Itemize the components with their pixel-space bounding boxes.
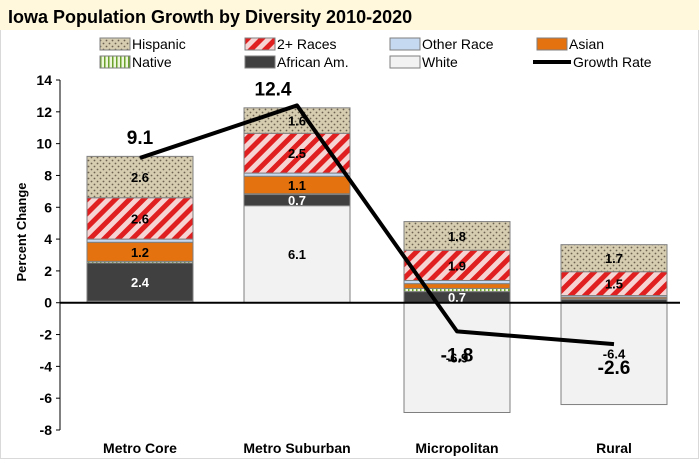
legend-label-growth-rate: Growth Rate xyxy=(573,54,652,70)
bar-hispanic-micropolitan xyxy=(403,221,511,251)
bar-2-races-micropolitan xyxy=(403,249,511,281)
legend-label-other-race: Other Race xyxy=(422,36,494,52)
legend-swatch-white xyxy=(389,55,421,69)
legend-swatch-2-races xyxy=(244,37,276,51)
data-label-african-am-metro-core: 2.4 xyxy=(131,275,150,290)
y-tick-label: 12 xyxy=(36,104,52,120)
growth-rate-label-metro-suburban: 12.4 xyxy=(255,79,292,100)
bar-white-rural xyxy=(560,302,668,406)
bar-hispanic-metro-suburban xyxy=(243,107,351,134)
legend-swatch-native xyxy=(99,55,131,69)
legend-swatch-african-am xyxy=(244,55,276,69)
growth-rate-line: 9.1 12.4 -1.8 -2.6 xyxy=(127,79,631,379)
legend-label-asian: Asian xyxy=(569,36,604,52)
legend-swatch-other-race xyxy=(389,37,421,51)
bar-white-micropolitan xyxy=(403,302,511,413)
data-label-white-rural: -6.4 xyxy=(603,347,626,362)
y-tick-label: 8 xyxy=(44,167,52,183)
legend-label-white: White xyxy=(422,54,458,70)
legend-label-african-am: African Am. xyxy=(277,54,349,70)
legend-swatch-asian xyxy=(536,37,568,51)
chart-title: Iowa Population Growth by Diversity 2010… xyxy=(8,7,412,27)
growth-rate-label-micropolitan: -1.8 xyxy=(441,345,474,366)
legend-label-native: Native xyxy=(132,54,172,70)
data-label-hispanic-rural: 1.7 xyxy=(605,251,623,266)
data-label-hispanic-micropolitan: 1.8 xyxy=(448,229,466,244)
legend-swatch-hispanic xyxy=(99,37,131,51)
y-tick-label: 6 xyxy=(44,199,52,215)
data-label-asian-metro-core: 1.2 xyxy=(131,245,149,260)
x-axis-labels: Metro Core Metro Suburban Micropolitan Rura… xyxy=(103,440,632,456)
y-tick-label: 4 xyxy=(44,231,52,247)
data-label-hispanic-metro-core: 2.6 xyxy=(131,170,149,185)
growth-rate-label-metro-core: 9.1 xyxy=(127,128,154,149)
bar-hispanic-metro-core xyxy=(86,155,194,199)
data-label-2-races-rural: 1.5 xyxy=(605,277,623,292)
y-tick-label: -2 xyxy=(40,327,53,343)
bar-hispanic-rural xyxy=(560,244,668,273)
legend: Hispanic 2+ Races Other Race Asian Native Afr… xyxy=(99,36,652,70)
bars: 2.41.22.62.66.10.71.12.51.6-6.90.71.91.8… xyxy=(60,107,680,413)
data-label-white-micropolitan: -6.9 xyxy=(446,351,468,366)
data-label-african-am-micropolitan: 0.7 xyxy=(448,290,466,305)
y-tick-label: 14 xyxy=(36,72,52,88)
y-tick-label: 2 xyxy=(44,263,52,279)
data-label-2-races-micropolitan: 1.9 xyxy=(448,258,466,273)
x-tick-label-metro-suburban: Metro Suburban xyxy=(243,440,350,456)
data-label-hispanic-metro-suburban: 1.6 xyxy=(288,114,306,129)
y-tick-label: 10 xyxy=(36,136,52,152)
y-tick-label: 0 xyxy=(44,295,52,311)
legend-label-hispanic: Hispanic xyxy=(132,36,186,52)
data-label-2-races-metro-suburban: 2.5 xyxy=(288,146,306,161)
y-axis: -8 -6 -4 -2 0 2 4 6 8 10 12 14 xyxy=(36,72,61,438)
title-band xyxy=(0,0,699,30)
bar-asian-micropolitan xyxy=(403,283,511,289)
data-label-2-races-metro-core: 2.6 xyxy=(131,211,149,226)
data-label-asian-metro-suburban: 1.1 xyxy=(288,178,306,193)
bar-white-metro-suburban xyxy=(243,205,351,304)
data-label-african-am-metro-suburban: 0.7 xyxy=(288,193,306,208)
growth-rate-polyline xyxy=(139,103,615,347)
bar-2-races-metro-core xyxy=(86,197,194,240)
y-tick-label: -4 xyxy=(40,358,53,374)
y-tick-label: -6 xyxy=(40,390,53,406)
y-tick-label: -8 xyxy=(40,422,53,438)
y-axis-label: Percent Change xyxy=(14,183,29,282)
data-label-white-metro-suburban: 6.1 xyxy=(288,247,306,262)
x-tick-label-micropolitan: Micropolitan xyxy=(415,440,498,456)
growth-rate-label-rural: -2.6 xyxy=(598,358,631,379)
legend-label-2-races: 2+ Races xyxy=(277,36,337,52)
x-tick-label-rural: Rural xyxy=(596,440,632,456)
x-tick-label-metro-core: Metro Core xyxy=(103,440,177,456)
